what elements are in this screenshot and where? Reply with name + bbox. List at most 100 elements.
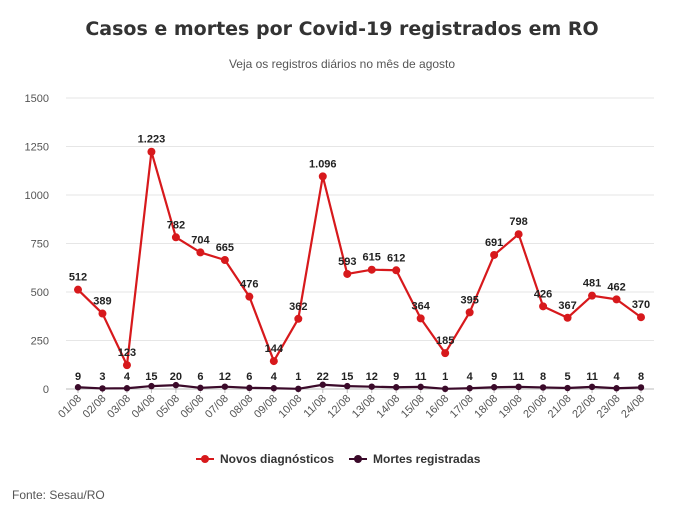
- cases-point: [122, 361, 131, 370]
- cases-data-label: 612: [387, 252, 405, 264]
- cases-point: [147, 147, 156, 156]
- x-tick-label: 07/08: [203, 393, 231, 421]
- cases-data-label: 367: [558, 300, 576, 312]
- deaths-data-label: 1: [442, 371, 448, 383]
- x-tick-label: 18/08: [472, 393, 500, 421]
- deaths-data-label: 11: [415, 371, 427, 383]
- x-tick-label: 21/08: [546, 393, 574, 421]
- cases-point: [318, 172, 327, 181]
- cases-data-label: 389: [93, 296, 111, 308]
- cases-point: [490, 250, 499, 259]
- y-tick-label: 1250: [25, 142, 49, 154]
- cases-point: [220, 255, 229, 264]
- deaths-line: [77, 383, 642, 390]
- deaths-point: [417, 383, 424, 391]
- x-tick-label: 03/08: [105, 393, 133, 421]
- deaths-data-label: 11: [513, 371, 525, 383]
- cases-point: [74, 285, 82, 294]
- deaths-data-label: 1: [295, 371, 301, 383]
- x-tick-label: 04/08: [130, 393, 158, 421]
- x-tick-label: 19/08: [497, 393, 525, 421]
- cases-data-label: 123: [118, 347, 136, 359]
- deaths-data-label: 15: [341, 371, 353, 383]
- deaths-data-label: 4: [467, 371, 474, 383]
- deaths-data-label: 8: [540, 371, 546, 383]
- cases-data-label: 364: [412, 300, 431, 312]
- deaths-data-label: 4: [124, 371, 131, 383]
- deaths-data-label: 6: [197, 371, 203, 383]
- deaths-point: [197, 384, 204, 392]
- deaths-point: [441, 385, 449, 393]
- deaths-point: [393, 384, 400, 391]
- deaths-data-label: 9: [491, 371, 497, 383]
- cases-data-label: 1.096: [309, 158, 337, 170]
- x-tick-label: 09/08: [252, 393, 280, 421]
- cases-data-label: 782: [167, 219, 185, 231]
- deaths-point: [515, 383, 522, 391]
- deaths-point: [368, 383, 375, 390]
- deaths-point: [637, 384, 645, 391]
- cases-data-label: 481: [583, 278, 601, 290]
- deaths-point: [295, 385, 302, 393]
- deaths-point: [246, 384, 253, 392]
- x-tick-label: 13/08: [350, 393, 378, 421]
- x-tick-label: 17/08: [448, 393, 476, 421]
- x-tick-label: 16/08: [423, 393, 451, 421]
- deaths-data-label: 22: [317, 371, 329, 383]
- y-tick-label: 250: [31, 336, 49, 348]
- deaths-point: [539, 384, 547, 391]
- cases-data-label: 593: [338, 256, 356, 268]
- cases-data-label: 691: [485, 237, 503, 249]
- deaths-point: [564, 384, 571, 392]
- x-tick-label: 10/08: [276, 393, 304, 421]
- deaths-data-label: 12: [366, 371, 378, 383]
- cases-data-label: 185: [436, 335, 454, 347]
- deaths-point: [588, 383, 596, 391]
- y-tick-label: 1500: [25, 93, 49, 105]
- cases-point: [343, 269, 352, 278]
- cases-point: [98, 309, 107, 318]
- deaths-data-label: 8: [638, 371, 644, 383]
- deaths-point: [172, 381, 180, 389]
- legend-label: Novos diagnósticos: [220, 452, 334, 466]
- x-tick-label: 06/08: [179, 393, 207, 421]
- cases-line: [77, 150, 642, 367]
- legend-label: Mortes registradas: [373, 452, 481, 466]
- x-tick-label: 24/08: [619, 393, 647, 421]
- chart-title: Casos e mortes por Covid-19 registrados …: [85, 18, 599, 40]
- deaths-point: [466, 385, 473, 392]
- cases-data-label: 462: [607, 281, 625, 293]
- x-tick-label: 23/08: [595, 393, 623, 421]
- cases-point: [539, 302, 548, 311]
- cases-point: [196, 248, 205, 257]
- deaths-point: [123, 385, 131, 392]
- cases-data-label: 144: [265, 343, 284, 355]
- x-tick-label: 14/08: [374, 393, 402, 421]
- cases-point: [637, 313, 645, 322]
- cases-point: [612, 295, 621, 304]
- deaths-data-label: 12: [219, 371, 231, 383]
- legend-cases: Novos diagnósticos: [196, 452, 334, 466]
- deaths-point: [613, 385, 620, 392]
- legend-deaths: Mortes registradas: [349, 452, 481, 466]
- cases-point: [367, 265, 376, 274]
- deaths-data-label: 9: [75, 371, 81, 383]
- cases-data-label: 362: [289, 301, 307, 313]
- deaths-point: [221, 383, 229, 390]
- cases-data-label: 476: [240, 279, 258, 291]
- deaths-point: [319, 381, 326, 388]
- y-tick-label: 1000: [25, 190, 49, 202]
- cases-point: [588, 291, 597, 300]
- y-tick-label: 750: [31, 239, 49, 251]
- legend-marker: [201, 455, 209, 463]
- deaths-data-label: 15: [145, 371, 157, 383]
- deaths-point: [270, 385, 278, 392]
- cases-data-label: 704: [191, 234, 210, 246]
- deaths-data-label: 9: [393, 371, 399, 383]
- cases-data-label: 665: [216, 242, 234, 254]
- x-tick-label: 15/08: [399, 393, 427, 421]
- cases-data-label: 395: [460, 294, 478, 306]
- deaths-point: [490, 384, 498, 391]
- cases-point: [563, 313, 572, 322]
- cases-point: [269, 357, 278, 366]
